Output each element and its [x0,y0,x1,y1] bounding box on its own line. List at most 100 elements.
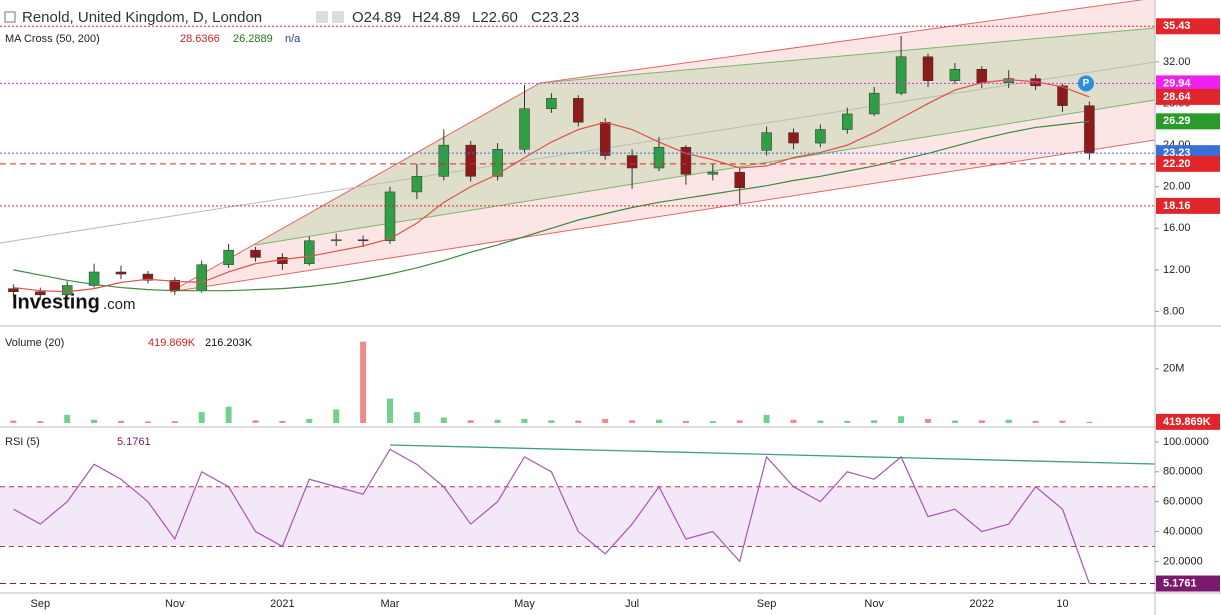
volume-bar [1059,420,1066,423]
logo: .com [103,296,136,313]
x-tick-label: Sep [757,598,777,610]
price-tag-label: 22.20 [1163,158,1191,170]
volume-bar [763,414,770,423]
candle-body [707,171,719,175]
indicator-value: 28.6366 [180,33,220,45]
candle-body [142,273,154,281]
price-tag-label: 5.1761 [1163,577,1197,589]
volume-bar [656,419,662,423]
volume-bar [951,420,958,423]
channel-line [539,0,1145,84]
ohlc-low: L22.60 [472,9,518,26]
x-tick-label: Jul [625,598,639,610]
collapse-icon[interactable] [4,11,16,23]
price-tag [1156,88,1220,105]
candle-body [599,122,611,156]
candle-body [976,68,988,84]
candle-body [815,129,826,144]
volume-bar [925,418,931,423]
candle-body [1057,85,1068,106]
candle-body [492,149,503,177]
candle-body [465,144,476,177]
price-tag-label: 29.94 [1163,77,1191,89]
price-tag [1156,75,1220,92]
price-tag-label: 26.29 [1163,115,1191,127]
volume-bar [898,416,905,423]
moving-average [13,79,1090,293]
candle-body [88,271,100,286]
candle-body [250,249,261,258]
candle-body [61,285,73,296]
volume-bar [575,420,582,423]
rsi-band [0,486,1155,547]
settings-icon[interactable] [316,11,328,23]
candle-body [223,249,234,265]
price-tag [1156,413,1220,430]
volume-bar [413,412,420,423]
price-tag [1156,575,1220,592]
candle-body [546,98,557,109]
candle-body [922,56,934,81]
y-tick-label: 40.0000 [1163,525,1203,537]
price-tag-label: 419.869K [1163,416,1211,428]
candle-body [8,288,19,292]
x-tick-label: May [514,598,535,610]
volume-bar [306,418,313,423]
candle-body [304,240,315,264]
y-tick-label: 100.0000 [1163,436,1209,448]
volume-bar [844,420,851,423]
candle-body [411,176,423,193]
candle-body [895,56,907,94]
volume-bar [252,420,259,423]
x-tick-label: Nov [165,598,185,610]
x-tick-label: Mar [381,598,400,610]
x-tick-label: Nov [864,598,884,610]
rsi-title: RSI (5) [5,436,40,448]
volume-bar [871,420,878,423]
candle-body [842,113,853,130]
candle-body [35,291,46,296]
volume-bar [118,420,124,423]
candle-body [653,146,665,169]
volume-bar [602,418,609,423]
logo: Investing [12,291,100,313]
rsi-trend-line [389,444,1156,465]
volume-ma-value: 216.203K [205,337,253,349]
ohlc-close: C23.23 [531,9,579,26]
channel-line [254,99,1156,246]
volume-bar [279,420,286,423]
volume-bar [10,420,17,423]
volume-bar [467,420,474,423]
candle-body [761,132,772,151]
candle-body [357,239,369,242]
volume-bar [387,398,393,423]
channel-line [169,139,1156,293]
indicator-name: MA Cross (50, 200) [5,33,100,45]
price-tag [1156,155,1220,172]
moving-average [13,120,1090,292]
y-tick-label: 20M [1163,363,1184,375]
candle-body [330,239,342,242]
volume-value: 419.869K [148,337,196,349]
rsi-line [13,448,1090,584]
candle-body [438,144,450,177]
candle-body [680,146,692,175]
x-tick-label: 2022 [970,598,994,610]
volume-bar [440,417,447,423]
volume-bar [144,421,151,423]
ohlc-open: O24.89 [352,9,401,26]
volume-bar [1005,419,1012,423]
settings-icon[interactable] [332,11,344,23]
volume-bar [225,406,232,423]
price-tag-label: 18.16 [1163,200,1191,212]
badge-label: P [1083,78,1090,89]
volume-title: Volume (20) [5,337,64,349]
x-tick-label: 2021 [270,598,294,610]
rsi-value: 5.1761 [117,436,151,448]
candle-body [949,68,961,81]
volume-bar [978,420,985,423]
candle-body [115,271,127,275]
candle-body [519,108,530,150]
volume-bar [629,420,636,423]
candle-body [1084,105,1095,154]
